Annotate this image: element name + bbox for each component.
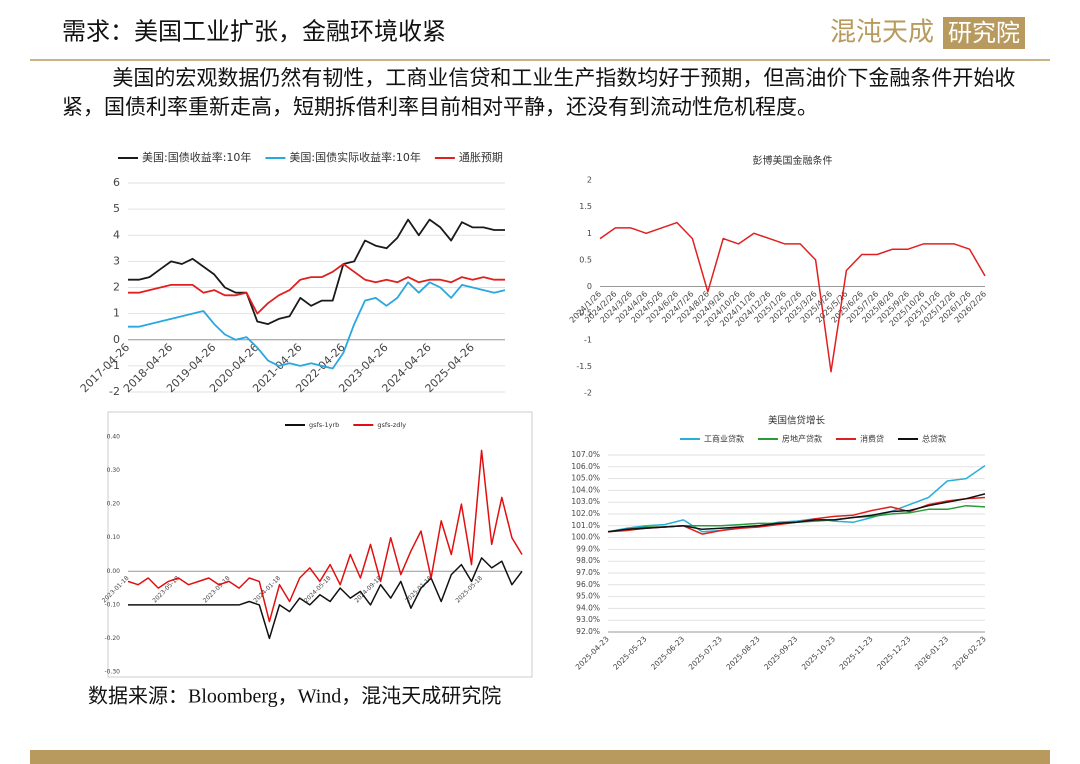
y-tick-label: 107.0% <box>571 450 600 459</box>
x-tick-label: 2026-01-23 <box>913 634 950 671</box>
chart-title: 美国信贷增长 <box>768 415 826 427</box>
series-line <box>607 493 986 533</box>
series-line <box>128 557 523 640</box>
legend-label: 美国:国债实际收益率:10年 <box>289 150 420 164</box>
y-tick-label: 5 <box>113 202 120 215</box>
y-tick-label: 0.00 <box>107 568 121 575</box>
series-line <box>607 496 986 535</box>
y-tick-label: 103.0% <box>571 497 600 506</box>
series-line <box>128 281 506 370</box>
legend-label: gsfs-zdly <box>377 421 406 429</box>
body-text: 美国的宏观数据仍然有韧性，工商业信贷和工业生产指数均好于预期，但高油价下金融条件… <box>62 66 1016 119</box>
y-tick-label: 1 <box>587 229 592 238</box>
y-tick-label: -0.10 <box>104 601 120 608</box>
y-tick-label: 0.10 <box>107 534 121 541</box>
y-tick-label: 98.0% <box>576 556 600 565</box>
y-tick-label: 0.20 <box>107 501 121 508</box>
y-tick-label: 1.5 <box>579 202 592 211</box>
series-line <box>127 449 523 623</box>
plot-frame <box>107 411 533 678</box>
y-tick-label: -1 <box>109 359 120 372</box>
y-tick-label: 102.0% <box>571 509 600 518</box>
y-tick-label: 1 <box>113 307 120 320</box>
y-tick-label: 95.0% <box>576 592 600 601</box>
series-line <box>607 504 986 533</box>
y-tick-label: -0.20 <box>104 635 120 642</box>
x-tick-label: 2025-08-23 <box>724 634 761 671</box>
y-tick-label: 2 <box>113 281 120 294</box>
x-tick-label: 2025-06-23 <box>649 634 686 671</box>
y-tick-label: 100.0% <box>571 533 600 542</box>
legend-label: 工商业贷款 <box>704 434 744 444</box>
y-tick-label: 96.0% <box>576 580 600 589</box>
legend-label: 总贷款 <box>922 434 946 444</box>
legend-label: gsfs-1yrb <box>309 421 339 429</box>
x-tick-label: 2025-07-23 <box>687 634 724 671</box>
y-tick-label: 97.0% <box>576 568 600 577</box>
y-tick-label: -0.30 <box>104 669 120 676</box>
y-tick-label: 93.0% <box>576 615 600 624</box>
x-tick-label: 2025-09-23 <box>762 634 799 671</box>
footer-bar <box>30 750 1050 764</box>
y-tick-label: -2 <box>109 385 120 398</box>
y-tick-label: -1.5 <box>576 362 592 371</box>
y-tick-label: -1 <box>584 335 592 344</box>
y-tick-label: 101.0% <box>571 521 600 530</box>
y-tick-label: 0.30 <box>107 467 121 474</box>
x-tick-label: 2025-10-23 <box>800 634 837 671</box>
x-tick-label: 2025-12-23 <box>875 634 912 671</box>
logo-text: 混沌天成 <box>830 18 934 48</box>
series-line <box>607 464 986 533</box>
y-tick-label: 106.0% <box>571 462 600 471</box>
slide-title: 需求：美国工业扩张，金融环境收紧 <box>62 19 446 46</box>
y-tick-label: 0 <box>113 333 120 346</box>
logo-box <box>943 17 1025 49</box>
y-tick-label: 0.5 <box>579 255 592 264</box>
x-tick-label: 2025-05-23 <box>611 634 648 671</box>
y-tick-label: 104.0% <box>571 485 600 494</box>
y-tick-label: 3 <box>113 254 120 267</box>
x-tick-label: 2023-01-18 <box>101 575 131 605</box>
x-tick-label: 2025-11-23 <box>838 634 875 671</box>
y-tick-label: 105.0% <box>571 474 600 483</box>
y-tick-label: 2 <box>587 176 592 185</box>
x-tick-label: 2026-02-23 <box>951 634 988 671</box>
y-tick-label: 6 <box>113 176 120 189</box>
y-tick-label: 4 <box>113 228 120 241</box>
series-line <box>599 221 986 373</box>
legend-label: 消费贷 <box>860 434 884 444</box>
series-line <box>128 263 505 315</box>
y-tick-label: 92.0% <box>576 627 600 636</box>
y-tick-label: -2 <box>584 389 592 398</box>
y-tick-label: 0.40 <box>107 434 121 441</box>
source: 数据来源：Bloomberg，Wind，混沌天成研究院 <box>88 685 501 708</box>
y-tick-label: 99.0% <box>576 544 600 553</box>
y-tick-label: 0 <box>587 282 592 291</box>
legend-label: 房地产贷款 <box>782 434 822 444</box>
y-tick-label: -0.5 <box>576 309 592 318</box>
y-tick-label: 94.0% <box>576 603 600 612</box>
series-line <box>128 218 505 325</box>
logo-text: 研究院 <box>948 19 1020 47</box>
x-tick-label: 2025-04-23 <box>574 634 611 671</box>
legend-label: 美国:国债收益率:10年 <box>142 150 251 164</box>
chart-title: 彭博美国金融条件 <box>753 154 833 167</box>
legend-label: 通胀预期 <box>459 151 503 164</box>
